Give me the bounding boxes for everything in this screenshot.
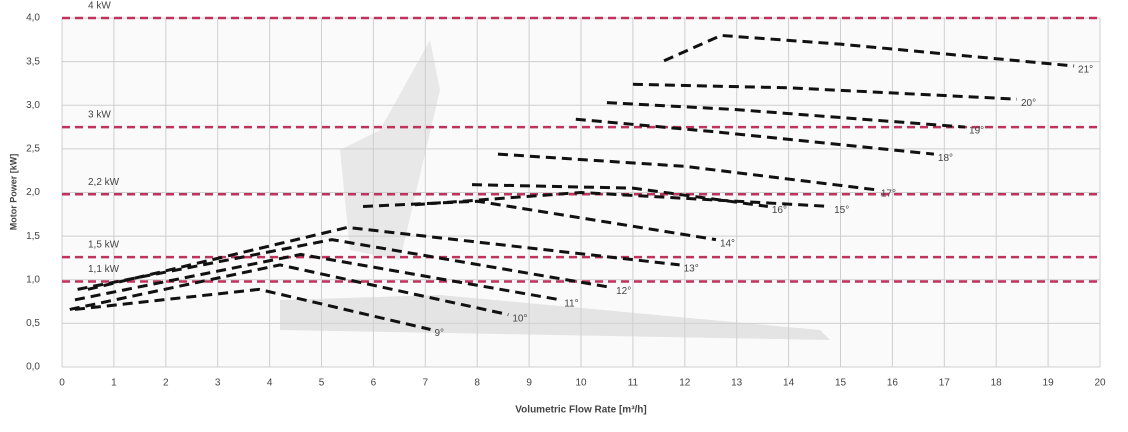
series-label: 11° [564, 298, 578, 309]
y-axis-title: Motor Power [kW] [8, 154, 18, 231]
series-label: 15° [834, 205, 849, 216]
y-tick-label: 1,0 [26, 274, 40, 285]
x-tick-label: 15 [835, 378, 847, 389]
reference-label: 1,1 kW [88, 264, 120, 275]
y-tick-label: 3,0 [26, 100, 40, 111]
series-line [414, 190, 831, 208]
series-label: 12° [616, 286, 631, 297]
series-line [77, 238, 613, 291]
series-label: 16° [772, 205, 787, 216]
x-tick-label: 6 [371, 378, 377, 389]
series-line [471, 183, 769, 208]
x-axis-title: Volumetric Flow Rate [m³/h] [515, 405, 647, 416]
x-tick-label: 12 [679, 378, 691, 389]
x-tick-label: 16 [887, 378, 899, 389]
x-tick-label: 4 [267, 378, 273, 389]
series-line [74, 252, 561, 302]
series-label: 13° [684, 264, 699, 275]
series-line [87, 225, 680, 291]
y-tick-label: 0,5 [26, 318, 40, 329]
x-tick-label: 0 [59, 378, 65, 389]
x-tick-label: 14 [783, 378, 795, 389]
x-tick-label: 2 [163, 378, 169, 389]
reference-label: 3 kW [88, 110, 111, 121]
x-tick-label: 8 [474, 378, 480, 389]
y-tick-label: 3,5 [26, 56, 40, 67]
series-line [632, 82, 1018, 101]
series-line [575, 117, 935, 156]
series-label: 10° [512, 313, 527, 324]
series-line [362, 199, 717, 242]
reference-label: 2,2 kW [88, 177, 120, 188]
y-tick-label: 2,5 [26, 144, 40, 155]
x-tick-label: 18 [991, 378, 1003, 389]
series-label: 20° [1021, 98, 1036, 109]
series-line [69, 263, 509, 317]
series-label: 14° [720, 238, 735, 249]
series-label: 18° [938, 153, 953, 164]
x-tick-label: 10 [575, 378, 587, 389]
x-tick-label: 17 [939, 378, 951, 389]
y-tick-label: 1,5 [26, 231, 40, 242]
reference-label: 4 kW [88, 1, 111, 12]
y-tick-label: 4,0 [26, 13, 40, 24]
x-tick-label: 5 [319, 378, 325, 389]
series-label: 19° [969, 126, 984, 137]
x-tick-label: 9 [526, 378, 532, 389]
y-tick-label: 2,0 [26, 187, 40, 198]
y-tick-label: 0,0 [26, 362, 40, 373]
series-label: 17° [881, 189, 896, 200]
x-tick-label: 13 [731, 378, 743, 389]
series-label: 21° [1078, 65, 1093, 76]
x-tick-label: 19 [1043, 378, 1055, 389]
x-tick-label: 7 [423, 378, 429, 389]
x-tick-label: 3 [215, 378, 221, 389]
series-line [606, 101, 966, 129]
series-label: 9° [434, 328, 444, 339]
series-line [74, 287, 431, 331]
reference-label: 1,5 kW [88, 240, 120, 251]
shaded-region [280, 295, 830, 340]
x-tick-label: 11 [628, 378, 639, 389]
x-tick-label: 1 [111, 378, 117, 389]
x-tick-label: 20 [1094, 378, 1106, 389]
